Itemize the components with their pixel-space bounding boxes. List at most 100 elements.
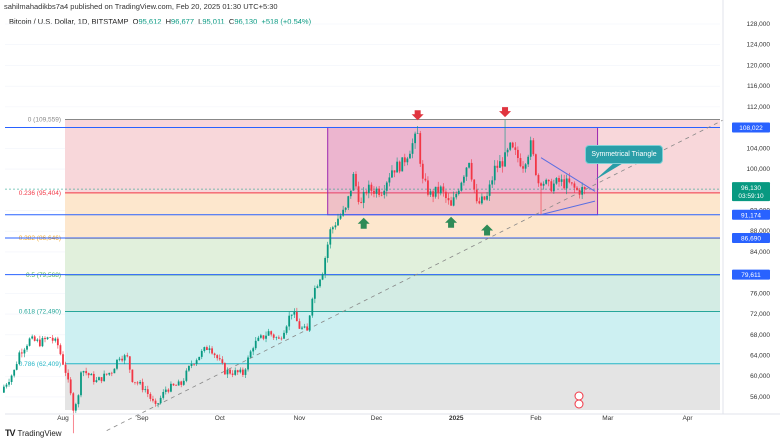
candle [331,225,334,234]
candle-body [59,345,62,355]
candle-body [8,381,10,385]
candle [259,333,262,339]
candle-body [182,380,185,385]
candle-body [355,173,357,187]
candle-body [62,354,64,365]
candle-body [442,186,445,192]
candle [313,285,316,304]
candle [334,221,337,230]
candle [198,356,201,361]
candle [290,314,293,320]
candle [134,381,136,385]
fib-level-label: 0.786 (62,409) [19,361,61,368]
candle [62,351,64,366]
candle-body [514,147,517,150]
candle [357,181,360,205]
high-label: H [165,17,172,26]
candle-body [242,369,244,375]
callout-pointer [595,162,625,180]
symmetrical-triangle-callout[interactable]: Symmetrical Triangle [585,145,663,164]
candle [347,195,350,211]
candle [403,153,406,167]
support-arrow-icon [357,217,370,229]
candle [41,335,44,348]
last-price-tag [732,182,770,202]
candle-body [481,196,483,204]
candle-body [583,187,586,190]
candle [267,328,270,336]
level-price-label: 108,022 [739,125,763,132]
candle-body [185,370,188,381]
candle [391,165,393,179]
price-axis-label: 124,000 [747,42,771,49]
triangle-lower-line [540,200,596,216]
fib-zone [65,274,720,312]
level-price-label: 79,611 [741,272,761,279]
candle [362,187,365,209]
candle-body [365,191,368,194]
candle [516,146,519,163]
candle-body [41,337,44,347]
time-axis-label: Sep [137,415,149,422]
candle [432,189,434,203]
candle-body [411,143,414,154]
candle-body [280,338,283,340]
candle [280,336,283,341]
candle-body [159,397,162,404]
candle [224,362,226,375]
candle-body [581,187,584,195]
candle [285,325,288,335]
candle [74,402,77,413]
candle [28,337,31,347]
candle [570,182,573,186]
candle [406,156,409,166]
candle-body [367,184,370,194]
candle-body [396,161,398,173]
candle-body [234,370,237,375]
candle-body [493,165,496,181]
candle-body [519,158,522,167]
candle-body [414,133,416,144]
candle [491,176,494,188]
candle [352,171,355,191]
open-value: 95,612 [138,17,162,26]
candle-body [247,357,249,370]
fib-zone [65,192,720,239]
price-axis-label: 104,000 [747,145,771,152]
fib-level-label: 0.618 (72,490) [19,309,61,316]
candle-body [33,336,36,341]
candle-body [206,347,208,350]
candle [547,179,550,187]
candle-body [473,179,476,190]
candle-body [321,274,324,280]
candle [159,395,162,405]
candle-body [298,321,301,329]
candle-body [527,156,530,165]
candle-body [339,215,342,219]
candle [522,161,524,173]
symbol-title[interactable]: Bitcoin / U.S. Dollar, 1D, BITSTAMP [9,17,129,26]
candle [493,160,496,185]
candle [59,343,62,356]
candle-body [324,258,327,275]
candle [177,379,180,386]
candle-body [87,373,90,376]
candle [542,181,545,190]
candle-body [516,149,519,159]
candle-body [563,179,566,189]
candle [252,346,255,356]
candle [414,131,416,149]
candle-body [316,286,319,288]
candle [172,383,175,387]
candle-body [20,352,23,354]
candle-body [427,180,429,195]
candle [576,185,578,191]
candle [529,136,532,161]
candle-body [337,218,339,226]
candle [162,389,165,400]
candle-body [329,229,332,245]
candle-body [403,157,406,163]
candle-body [211,348,213,354]
